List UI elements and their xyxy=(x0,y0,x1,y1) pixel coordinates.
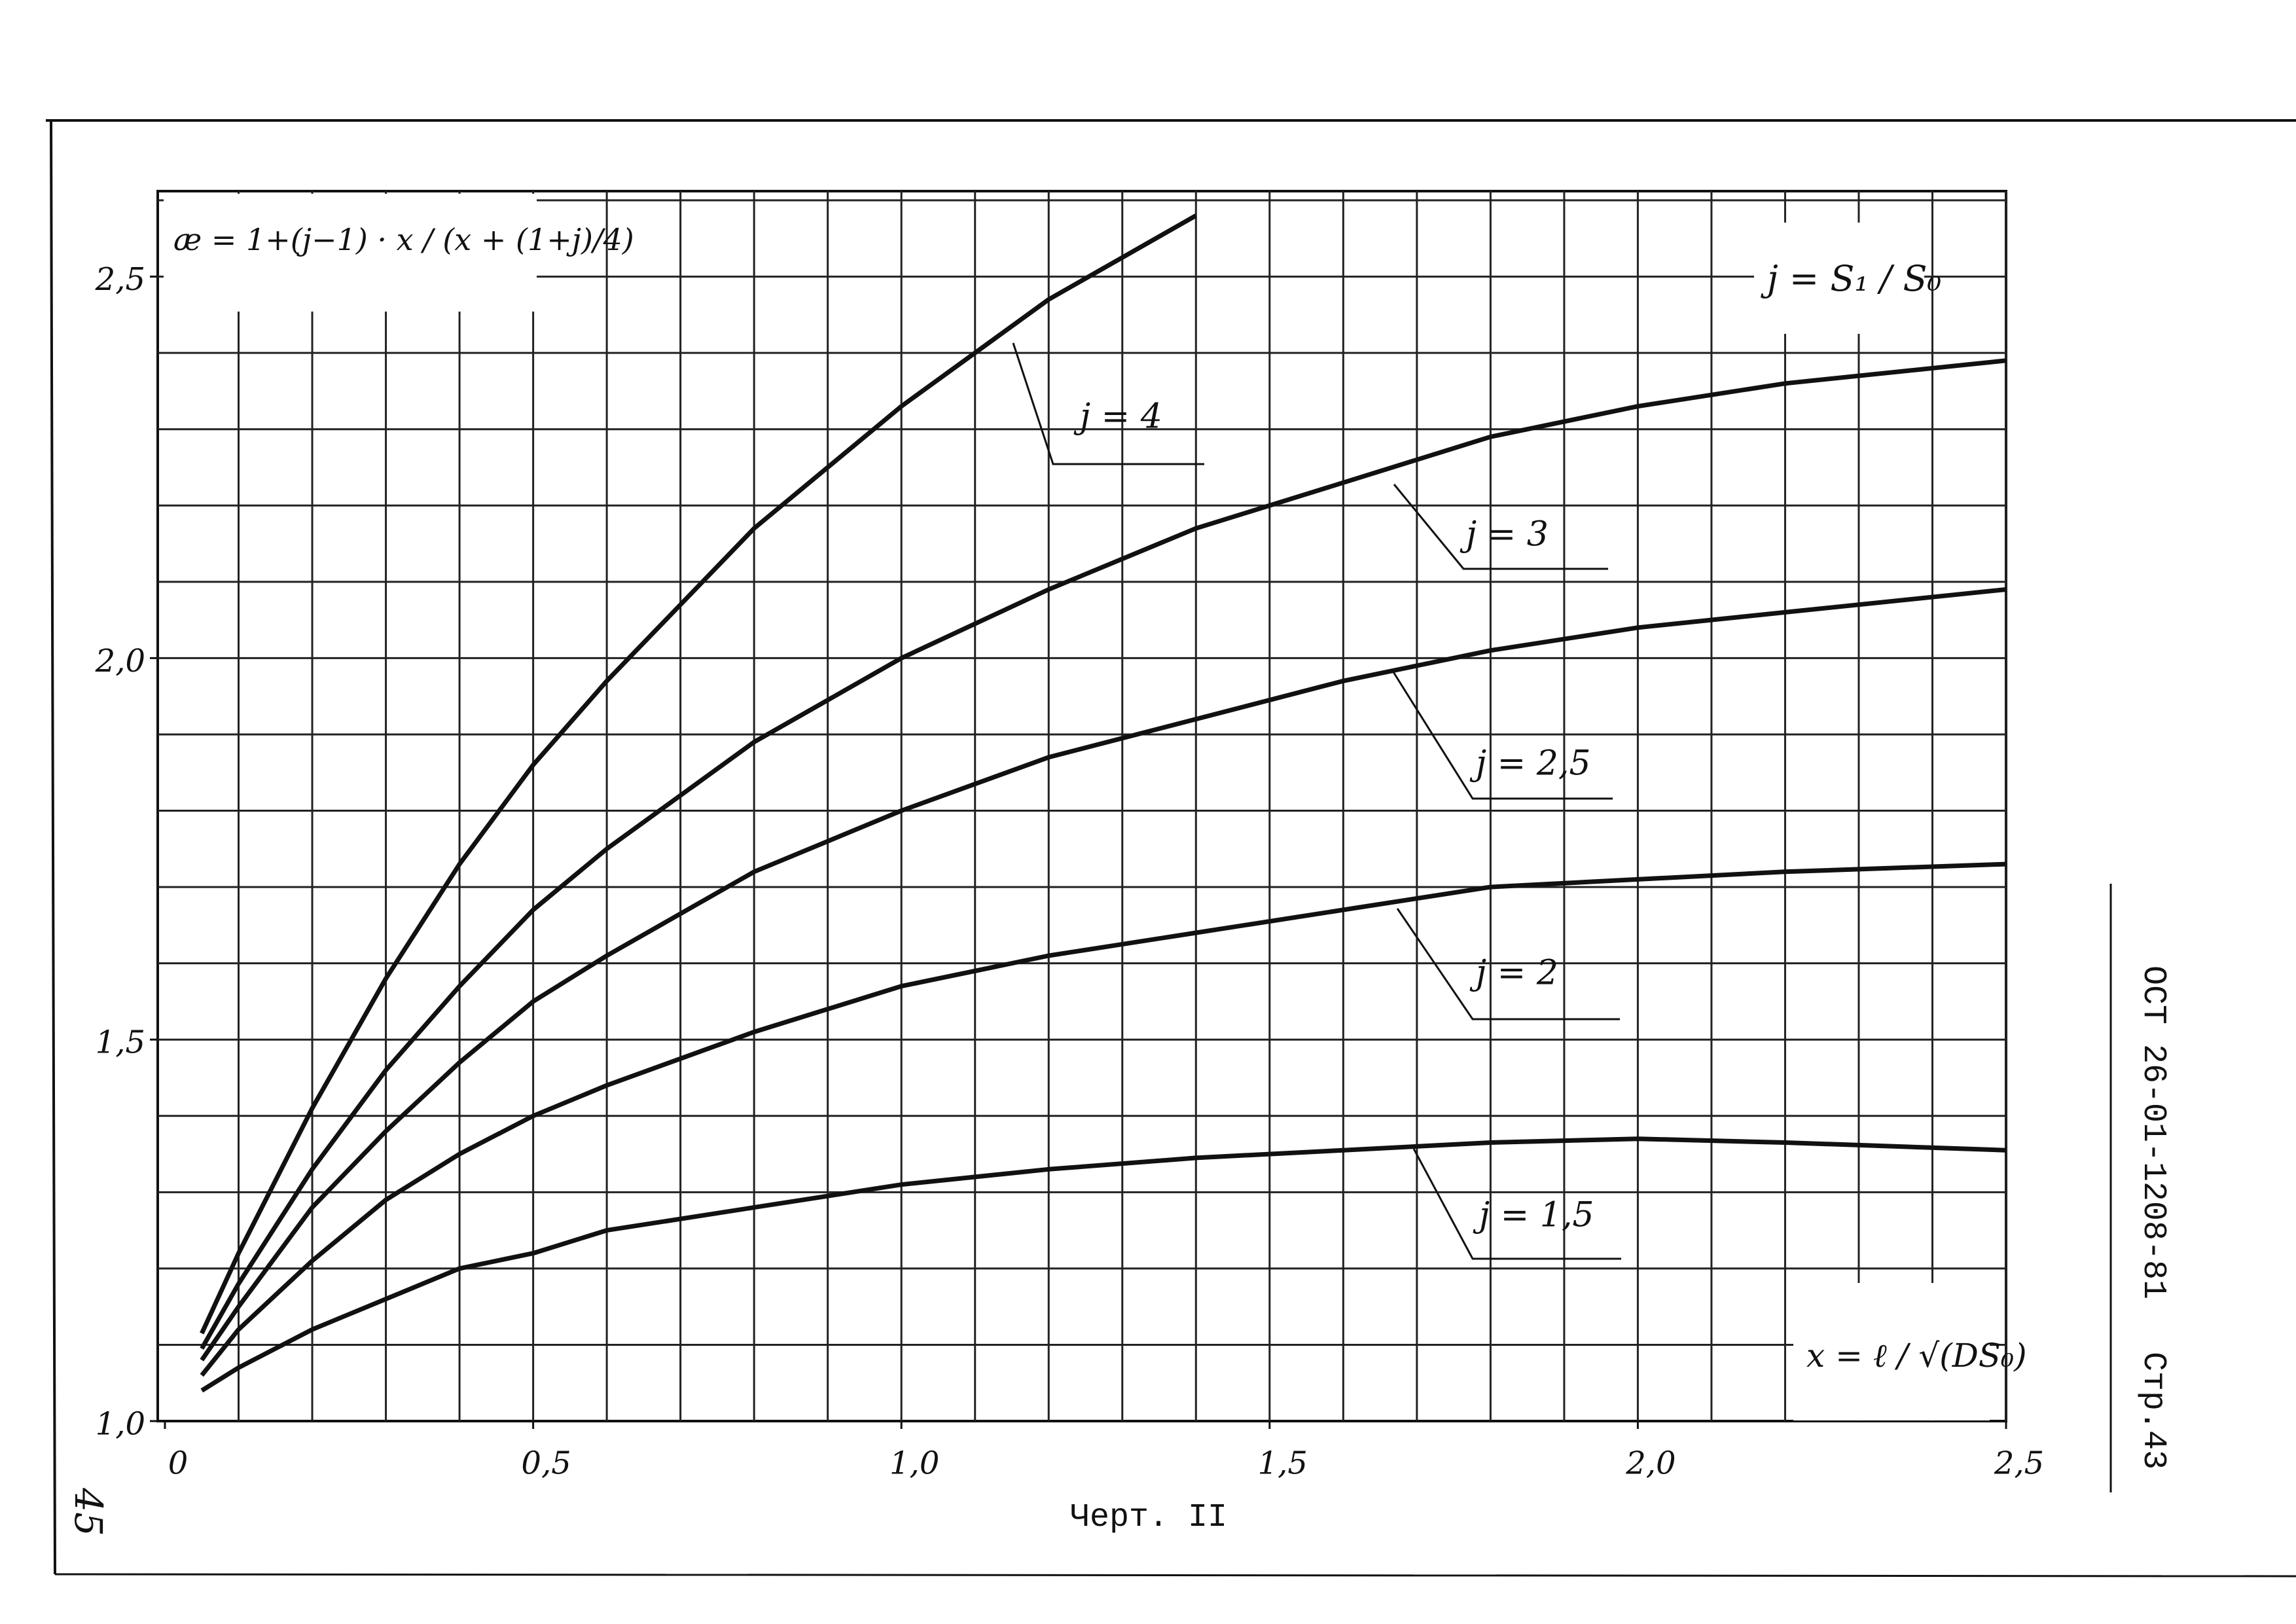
x-tick-label: 1,5 xyxy=(1258,1445,1308,1482)
x-tick-label: 1,0 xyxy=(889,1445,939,1482)
curve xyxy=(200,1136,2007,1393)
y-tick-label: 1,0 xyxy=(96,1406,145,1443)
plot-frame xyxy=(156,190,2007,1422)
curve xyxy=(200,587,2007,1362)
leader xyxy=(1012,342,1204,465)
curve-label: j = 1,5 xyxy=(1473,1196,1594,1235)
frame-bottom xyxy=(54,1573,2296,1578)
curve-label: j = 3 xyxy=(1460,515,1549,554)
curve-label: j = 2 xyxy=(1469,954,1558,993)
y-tick-label: 2,5 xyxy=(95,261,145,298)
leader xyxy=(1412,1148,1621,1260)
caption: Черт. II xyxy=(1070,1499,1227,1536)
j-def-box xyxy=(1754,223,1924,334)
curve xyxy=(200,358,2007,1350)
curve xyxy=(200,861,2007,1377)
leader xyxy=(1396,908,1620,1020)
formula-box xyxy=(164,194,537,312)
curve-label: j = 4 xyxy=(1073,397,1162,437)
y-tick-label: 1,5 xyxy=(96,1024,145,1061)
j-definition: j = S₁ / S₀ xyxy=(1761,258,1941,299)
formula: æ = 1+(j−1) · x / (x + (1+j)/4) xyxy=(173,222,634,257)
x-def-box xyxy=(1793,1283,1990,1420)
x-definition: x = ℓ / √(DS₀) xyxy=(1806,1337,2027,1375)
frame-left xyxy=(50,120,56,1575)
document-code: ОСТ 26-01-1208-81 xyxy=(2134,965,2172,1299)
leader xyxy=(1393,484,1608,570)
curve-label: j = 2,5 xyxy=(1469,744,1590,784)
curve xyxy=(200,213,1198,1335)
leader xyxy=(1390,668,1613,800)
sheet-number: 45 xyxy=(66,1487,111,1536)
x-tick-label: 2,5 xyxy=(1994,1445,2044,1482)
x-tick-label: 0 xyxy=(168,1445,188,1482)
page-label: Стр.43 xyxy=(2134,1352,2172,1470)
x-tick-label: 0,5 xyxy=(521,1445,571,1482)
y-tick-label: 2,0 xyxy=(95,643,145,679)
x-tick-label: 2,0 xyxy=(1625,1445,1676,1482)
